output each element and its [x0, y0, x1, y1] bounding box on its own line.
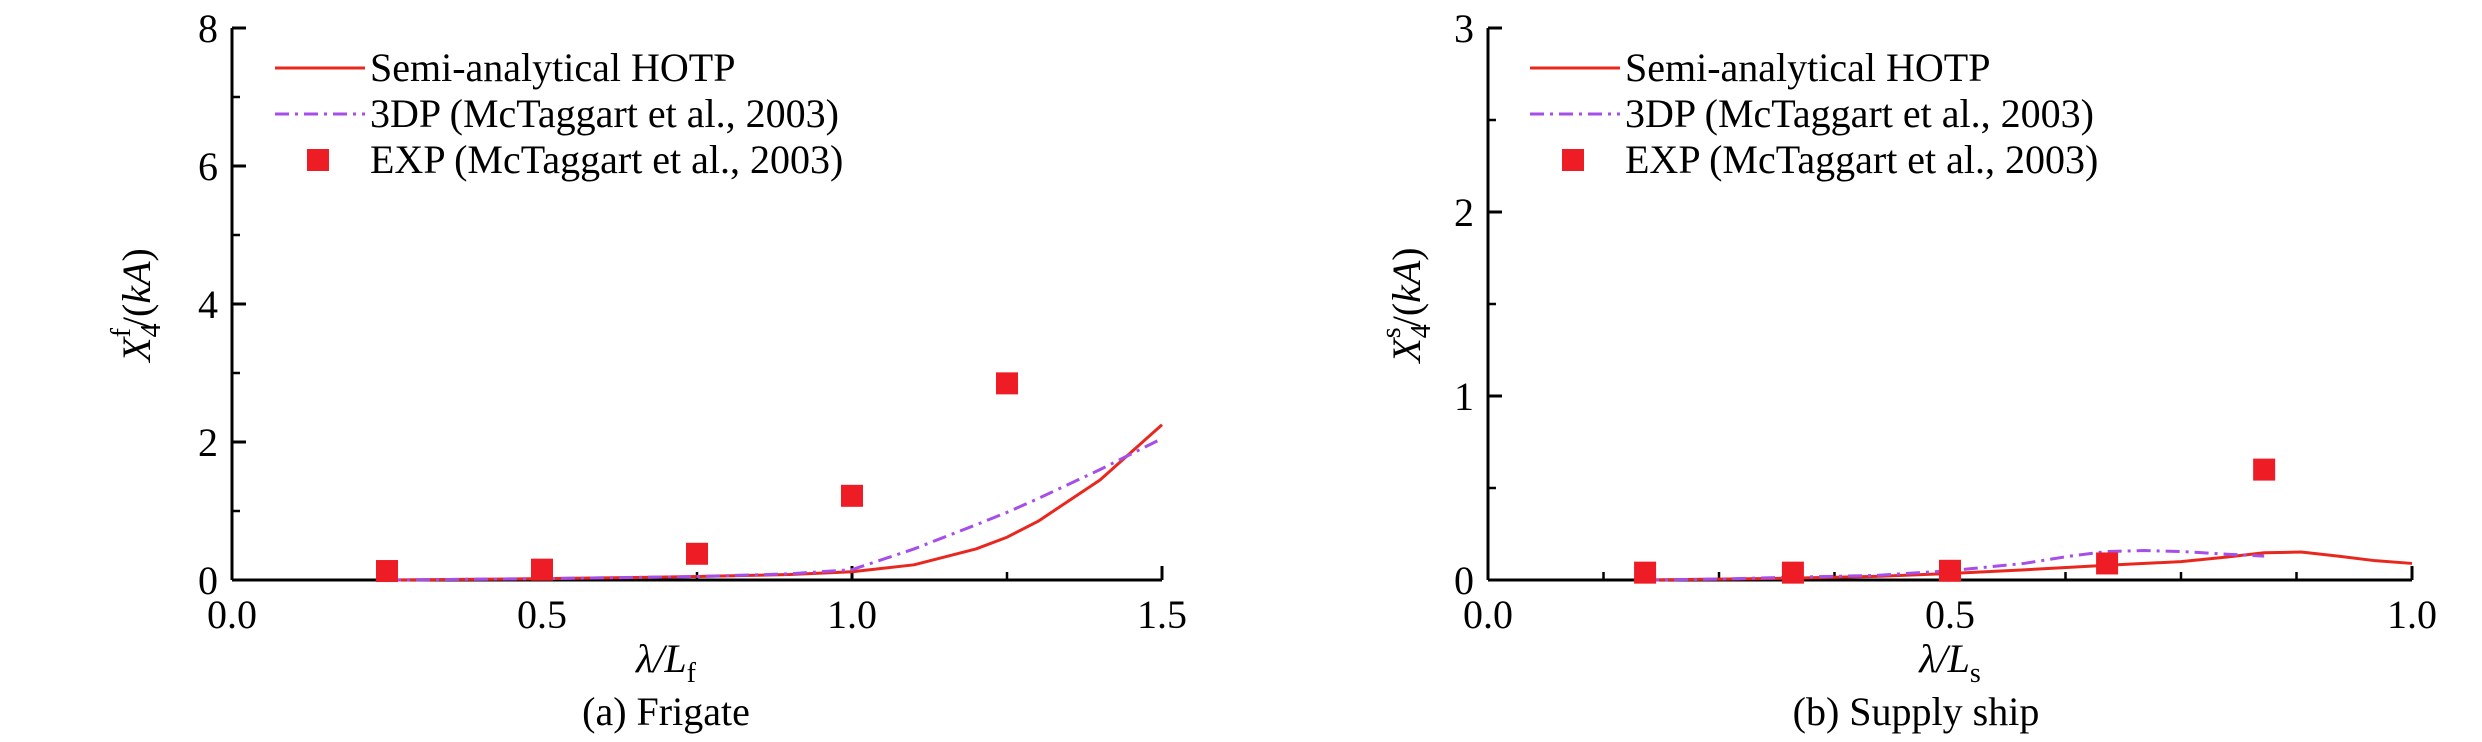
- exp-marker: [686, 542, 708, 565]
- y-tick-label: 0: [198, 558, 218, 603]
- legend-label: Semi-analytical HOTP: [370, 45, 735, 90]
- legend-marker: [307, 149, 329, 171]
- legend-label: Semi-analytical HOTP: [1625, 45, 1990, 90]
- y-tick-label: 2: [198, 420, 218, 465]
- legend-label: 3DP (McTaggart et al., 2003): [370, 91, 839, 136]
- legend-label: EXP (McTaggart et al., 2003): [1625, 137, 2098, 182]
- y-tick-label: 2: [1454, 190, 1474, 235]
- legend-marker: [1562, 149, 1584, 171]
- x-axis-label: λ/Ls: [1918, 636, 1981, 689]
- chart-caption: (b) Supply ship: [1793, 689, 2040, 734]
- series-3dp-line: [386, 437, 1163, 582]
- y-tick-label: 0: [1454, 558, 1474, 603]
- y-tick-label: 6: [198, 144, 218, 189]
- x-tick-label: 0.5: [1925, 592, 1975, 637]
- exp-marker: [2096, 552, 2119, 575]
- x-tick-label: 1.5: [1137, 592, 1187, 637]
- chart-caption: (a) Frigate: [582, 689, 750, 734]
- x-tick-label: 0.0: [1463, 592, 1513, 637]
- y-tick-label: 4: [198, 282, 218, 327]
- y-axis-label: X4s/(kA): [1376, 247, 1437, 364]
- exp-marker: [531, 558, 553, 581]
- exp-marker: [376, 560, 398, 583]
- x-tick-label: 1.0: [2387, 592, 2437, 637]
- legend-label: 3DP (McTaggart et al., 2003): [1625, 91, 2094, 136]
- x-axis-label: λ/Lf: [635, 636, 697, 689]
- exp-marker: [996, 372, 1018, 395]
- legend-label: EXP (McTaggart et al., 2003): [370, 137, 843, 182]
- exp-marker: [1939, 559, 1961, 582]
- chart-panel-1: 0.0 0.5 1.0 1.5 0 2 4 6 8 Semi-analytical HOTP3DP…: [106, 6, 1187, 734]
- series-hotp-line: [1645, 550, 2413, 582]
- y-tick-label: 3: [1454, 6, 1474, 51]
- x-tick-label: 0.5: [517, 592, 567, 637]
- exp-marker: [1781, 561, 1804, 584]
- series-hotp-line: [386, 423, 1163, 582]
- exp-marker: [1634, 561, 1657, 584]
- exp-marker: [841, 484, 863, 507]
- x-tick-label: 0.0: [207, 592, 257, 637]
- exp-marker: [2253, 458, 2276, 481]
- y-tick-label: 1: [1454, 374, 1474, 419]
- x-tick-label: 1.0: [827, 592, 877, 637]
- y-tick-label: 8: [198, 6, 218, 51]
- y-axis-label: X4f/(kA): [106, 248, 167, 364]
